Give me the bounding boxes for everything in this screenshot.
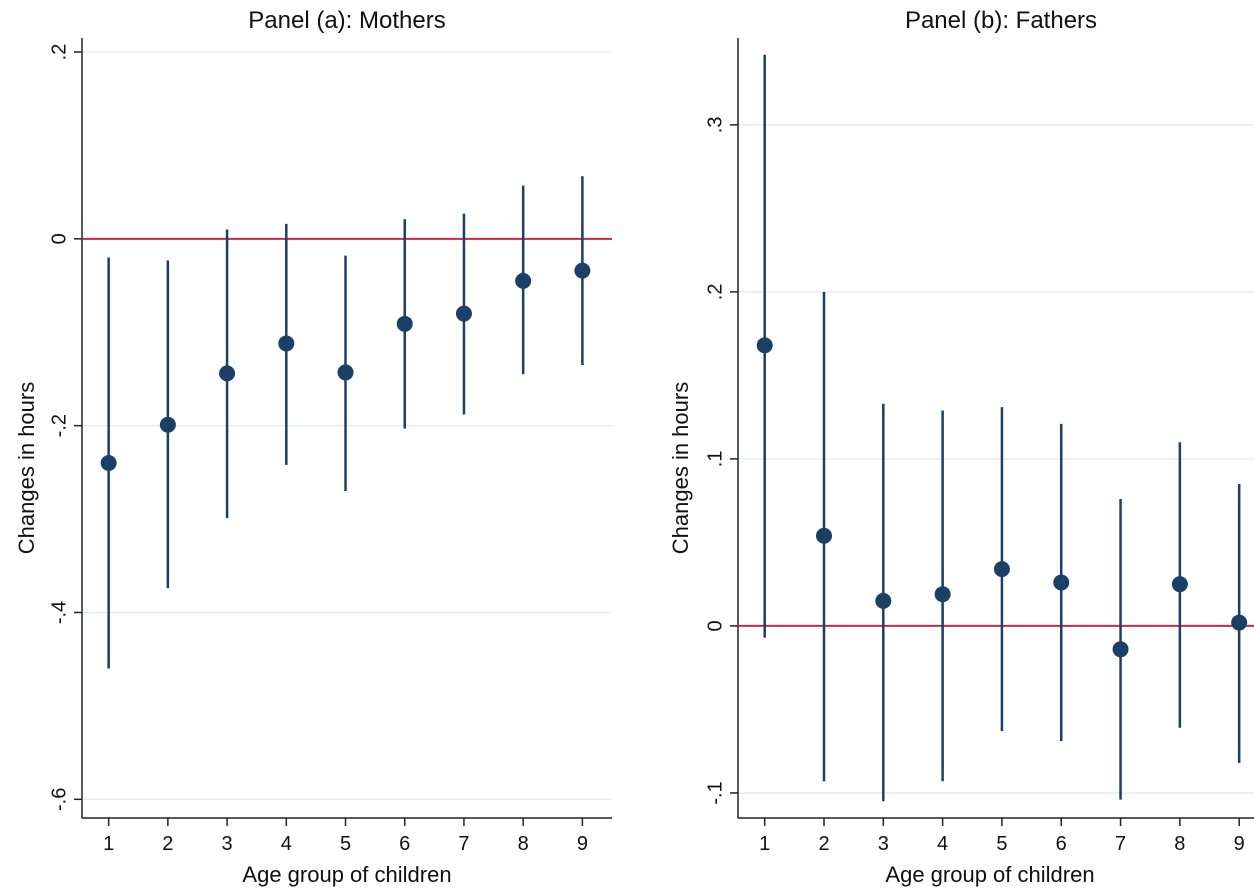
- y-tick-label-2: -.2: [48, 414, 70, 437]
- x-tick-label-5: 6: [1056, 833, 1067, 855]
- x-tick-label-7: 8: [1174, 833, 1185, 855]
- x-tick-label-5: 6: [399, 833, 410, 855]
- x-tick-label-7: 8: [518, 833, 529, 855]
- y-tick-label-4: -.6: [48, 788, 70, 811]
- data-point-4: [934, 586, 951, 603]
- x-tick-label-8: 9: [577, 833, 588, 855]
- data-point-6: [396, 315, 413, 332]
- data-point-5: [337, 364, 354, 381]
- y-tick-label-1: 0: [48, 233, 70, 244]
- x-tick-label-4: 5: [340, 833, 351, 855]
- data-point-2: [816, 527, 832, 544]
- data-point-7: [1112, 641, 1129, 658]
- y-tick-label-0: .3: [704, 117, 726, 134]
- data-point-3: [219, 365, 236, 382]
- data-point-8: [515, 272, 532, 289]
- data-point-1: [100, 455, 117, 472]
- y-axis-label: Changes in hours: [14, 382, 39, 554]
- x-tick-label-0: 1: [103, 833, 114, 855]
- data-point-9: [574, 262, 591, 279]
- y-tick-label-4: -.1: [704, 781, 726, 804]
- data-point-9: [1231, 614, 1248, 631]
- data-point-2: [159, 416, 176, 433]
- x-tick-label-1: 2: [818, 833, 829, 855]
- panel-title: Panel (b): Fathers: [905, 7, 1097, 34]
- x-tick-label-3: 4: [937, 833, 948, 855]
- data-point-1: [756, 337, 773, 354]
- y-tick-label-1: .2: [704, 284, 726, 301]
- x-tick-label-6: 7: [458, 833, 469, 855]
- x-axis-label: Age group of children: [885, 862, 1094, 887]
- data-point-3: [875, 592, 892, 609]
- data-point-7: [455, 305, 472, 322]
- y-tick-label-3: 0: [704, 620, 726, 631]
- x-tick-label-4: 5: [996, 833, 1007, 855]
- x-tick-label-8: 9: [1234, 833, 1245, 855]
- data-point-4: [278, 335, 295, 352]
- x-tick-label-2: 3: [222, 833, 233, 855]
- y-tick-label-3: -.4: [48, 601, 70, 624]
- data-point-8: [1171, 576, 1188, 593]
- x-axis-label: Age group of children: [242, 862, 451, 887]
- y-tick-label-2: .1: [704, 451, 726, 468]
- panel-b: .3 .2 .1 0 -.1 1 2 3 4 5 6 7 8 9 Panel (b): Fathers Age…: [668, 7, 1254, 887]
- x-tick-label-2: 3: [878, 833, 889, 855]
- y-tick-label-0: .2: [48, 44, 70, 61]
- panel-a: .2 0 -.2 -.4 -.6 1 2 3 4 5 6 7 8 9 Panel (a): Mothers A…: [14, 7, 612, 887]
- x-tick-label-6: 7: [1115, 833, 1126, 855]
- data-point-6: [1053, 574, 1070, 591]
- y-axis-label: Changes in hours: [668, 382, 693, 554]
- x-tick-label-1: 2: [162, 833, 173, 855]
- data-point-5: [993, 561, 1010, 578]
- panel-title: Panel (a): Mothers: [248, 7, 445, 34]
- x-tick-label-3: 4: [281, 833, 292, 855]
- x-tick-label-0: 1: [759, 833, 770, 855]
